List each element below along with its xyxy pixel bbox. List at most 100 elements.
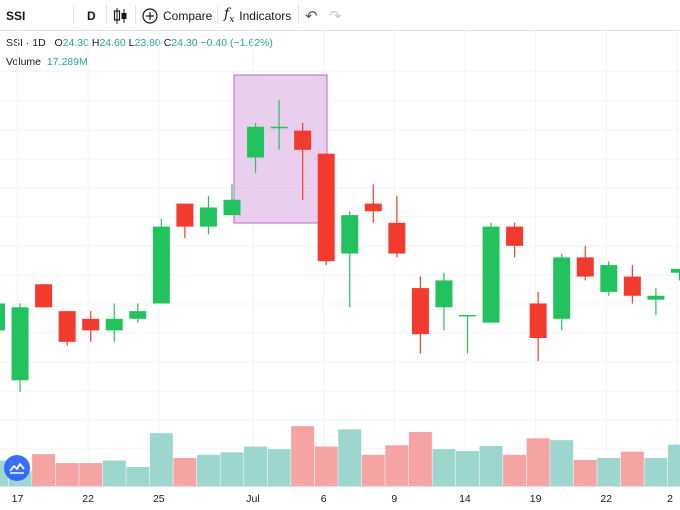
candle-body <box>482 226 500 323</box>
volume-bar <box>620 451 644 486</box>
x-tick-label: 25 <box>152 493 165 505</box>
candle-body <box>35 284 53 308</box>
volume-legend: Volume 17.289M <box>6 56 88 68</box>
candle-body <box>341 215 359 254</box>
interval-button[interactable]: D <box>87 0 96 31</box>
volume-bar <box>550 440 574 486</box>
candle-body <box>553 257 571 319</box>
candle-body <box>0 303 5 331</box>
candle-body <box>270 126 288 129</box>
candle-body <box>152 226 170 304</box>
candle-body <box>576 257 594 277</box>
volume-bar <box>456 451 479 486</box>
candle-body <box>247 126 265 158</box>
toolbar-divider <box>298 5 299 25</box>
volume-bar <box>479 445 503 486</box>
candle-body <box>670 268 680 273</box>
volume-bar <box>32 454 56 486</box>
logo-icon <box>9 463 25 474</box>
candle-body <box>506 226 524 246</box>
volume-bar <box>173 458 197 486</box>
volume-bar <box>597 458 621 486</box>
ohlc-legend: SSI · 1D O24.30 H24.60 L23.80 C24.30 −0.… <box>6 37 273 49</box>
volume-bar <box>0 460 8 486</box>
candle-body <box>105 318 123 331</box>
volume-bar <box>267 449 291 486</box>
legend-high-label: H <box>91 37 100 49</box>
volume-bar <box>526 438 550 486</box>
symbol-search-button[interactable]: SSI <box>6 0 25 31</box>
candle-body <box>199 207 217 227</box>
legend-open-label: O <box>54 37 63 49</box>
candle-body <box>11 307 29 381</box>
candles-icon <box>113 7 127 24</box>
candle-body <box>600 265 618 292</box>
x-tick-label: 2 <box>667 493 673 505</box>
candle-body <box>529 303 547 339</box>
volume-bar <box>644 458 668 486</box>
volume-bar <box>291 426 315 486</box>
volume-bar <box>573 459 597 486</box>
x-tick-label: Jul <box>246 493 260 505</box>
x-tick-label: 22 <box>82 493 94 505</box>
volume-label[interactable]: Volume <box>6 56 42 68</box>
volume-bar <box>432 449 456 486</box>
legend-close: 24.30 <box>171 37 198 49</box>
candle-body <box>317 153 335 262</box>
x-tick-label: 9 <box>391 493 398 505</box>
compare-button[interactable]: Compare <box>142 0 212 31</box>
x-tick-label: 6 <box>320 493 327 505</box>
candle-body <box>58 311 76 342</box>
x-tick-label: 14 <box>459 493 471 505</box>
x-tick-label: 22 <box>600 493 613 505</box>
interval-label: D <box>87 8 96 23</box>
volume-bar <box>503 454 527 486</box>
redo-icon: ↷ <box>329 7 342 25</box>
indicators-button[interactable]: fx Indicators <box>224 0 291 31</box>
volume-bar <box>385 445 409 486</box>
toolbar-divider <box>217 5 218 25</box>
legend-high: 24.60 <box>99 37 126 49</box>
legend-low: 23.80 <box>134 37 161 49</box>
candle-body <box>459 314 476 317</box>
undo-icon: ↶ <box>305 7 318 25</box>
price-chart[interactable] <box>0 31 680 486</box>
volume-bar <box>126 466 150 486</box>
time-axis[interactable]: 17 22 25 Jul 6 9 14 19 22 2 <box>0 486 680 510</box>
top-toolbar: SSI D Compare fx Indicators ↶ ↷ <box>0 0 680 31</box>
compare-label: Compare <box>163 8 213 23</box>
volume-bar <box>220 452 244 486</box>
chart-type-button[interactable] <box>113 0 129 31</box>
toolbar-divider <box>135 5 136 25</box>
candle-body <box>129 311 147 319</box>
toolbar-divider <box>106 5 107 25</box>
redo-button[interactable]: ↷ <box>329 0 342 31</box>
undo-button[interactable]: ↶ <box>305 0 318 31</box>
volume-bar <box>314 446 338 486</box>
symbol-label: SSI <box>6 8 26 23</box>
indicators-label: Indicators <box>239 8 292 23</box>
volume-bar <box>55 463 79 486</box>
volume-bar <box>79 463 103 486</box>
x-tick-label: 17 <box>11 493 24 505</box>
candle-body <box>411 288 429 335</box>
volume-bar <box>149 433 173 486</box>
volume-bar <box>196 454 220 486</box>
candle-body <box>82 318 100 331</box>
legend-open: 24.30 <box>62 37 89 49</box>
legend-symbol[interactable]: SSI <box>6 37 23 49</box>
volume-bar <box>361 454 385 486</box>
candle-body <box>176 203 194 227</box>
legend-close-label: C <box>163 37 172 49</box>
toolbar-divider <box>73 5 74 25</box>
volume-bar <box>408 431 432 486</box>
candle-body <box>388 222 406 254</box>
volume-value: 17.289M <box>46 56 88 68</box>
plus-circle-icon <box>142 7 158 24</box>
tradingview-logo-button[interactable] <box>4 455 30 481</box>
volume-bar <box>667 444 680 486</box>
candle-body <box>647 295 665 300</box>
candle-body <box>435 280 453 308</box>
legend-interval: 1D <box>32 37 46 49</box>
volume-bar <box>102 460 126 486</box>
